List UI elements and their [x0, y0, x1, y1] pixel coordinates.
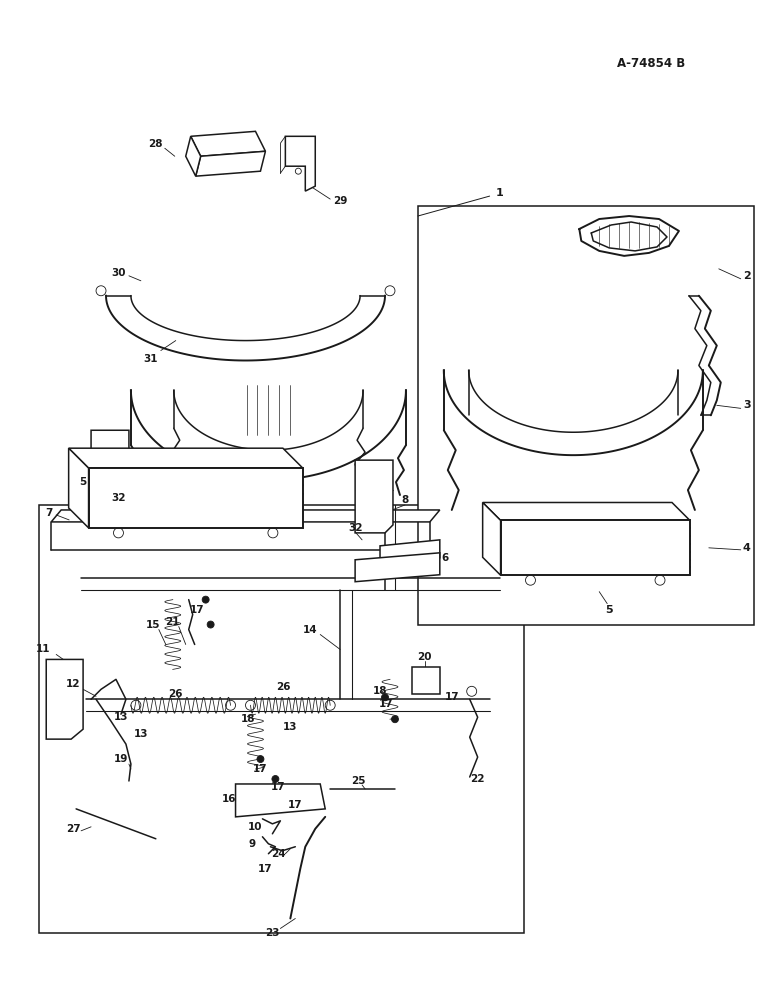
Text: 21: 21	[165, 617, 180, 627]
Bar	[418, 206, 753, 625]
Polygon shape	[89, 468, 303, 528]
Text: 19: 19	[113, 754, 128, 764]
Text: 17: 17	[253, 764, 268, 774]
Text: 13: 13	[134, 729, 148, 739]
Polygon shape	[69, 448, 89, 528]
Text: 7: 7	[46, 508, 53, 518]
Text: 28: 28	[148, 139, 163, 149]
Text: 8: 8	[401, 495, 408, 505]
Text: 4: 4	[743, 543, 750, 553]
Text: 22: 22	[470, 774, 485, 784]
Polygon shape	[46, 659, 83, 739]
Polygon shape	[380, 540, 440, 565]
Text: 11: 11	[36, 644, 50, 654]
Polygon shape	[412, 667, 440, 694]
Circle shape	[391, 716, 398, 723]
Text: 1: 1	[496, 188, 503, 198]
Text: 29: 29	[333, 196, 347, 206]
Text: 9: 9	[249, 839, 256, 849]
Text: 17: 17	[445, 692, 459, 702]
Text: 31: 31	[144, 354, 158, 364]
Text: 27: 27	[66, 824, 80, 834]
Polygon shape	[186, 136, 201, 176]
Text: 2: 2	[743, 271, 750, 281]
Polygon shape	[482, 502, 690, 520]
Text: 17: 17	[271, 782, 286, 792]
Text: 25: 25	[350, 776, 365, 786]
Text: 17: 17	[288, 800, 303, 810]
Bar	[39, 505, 524, 933]
Text: 13: 13	[113, 712, 128, 722]
Text: 10: 10	[249, 822, 262, 832]
Text: 17: 17	[258, 864, 273, 874]
Text: 18: 18	[373, 686, 388, 696]
Text: 32: 32	[348, 523, 362, 533]
Text: 20: 20	[418, 652, 432, 662]
Polygon shape	[51, 510, 440, 522]
Polygon shape	[286, 136, 315, 191]
Polygon shape	[482, 502, 500, 575]
Text: 18: 18	[241, 714, 256, 724]
Polygon shape	[195, 151, 266, 176]
Circle shape	[257, 756, 264, 763]
Text: 23: 23	[265, 928, 279, 938]
Polygon shape	[69, 448, 303, 468]
Text: 17: 17	[189, 605, 204, 615]
Polygon shape	[91, 430, 129, 508]
Circle shape	[381, 694, 388, 701]
Polygon shape	[500, 520, 690, 575]
Text: A-74854 B: A-74854 B	[618, 57, 686, 70]
Text: 14: 14	[303, 625, 317, 635]
Circle shape	[207, 621, 214, 628]
Text: 15: 15	[146, 620, 160, 630]
Text: 12: 12	[66, 679, 80, 689]
Text: 3: 3	[743, 400, 750, 410]
Text: 16: 16	[222, 794, 235, 804]
Text: 13: 13	[283, 722, 297, 732]
Text: 5: 5	[605, 605, 613, 615]
Text: 17: 17	[379, 699, 393, 709]
Text: 24: 24	[271, 849, 286, 859]
Polygon shape	[355, 553, 440, 582]
Polygon shape	[355, 460, 393, 533]
Text: 30: 30	[112, 268, 126, 278]
Text: 26: 26	[276, 682, 290, 692]
Circle shape	[272, 776, 279, 782]
Text: 5: 5	[80, 477, 86, 487]
Text: 6: 6	[441, 553, 449, 563]
Circle shape	[287, 795, 294, 802]
Text: 32: 32	[112, 493, 126, 503]
Circle shape	[202, 596, 209, 603]
Polygon shape	[235, 784, 325, 817]
Text: 26: 26	[168, 689, 183, 699]
Polygon shape	[191, 131, 266, 156]
